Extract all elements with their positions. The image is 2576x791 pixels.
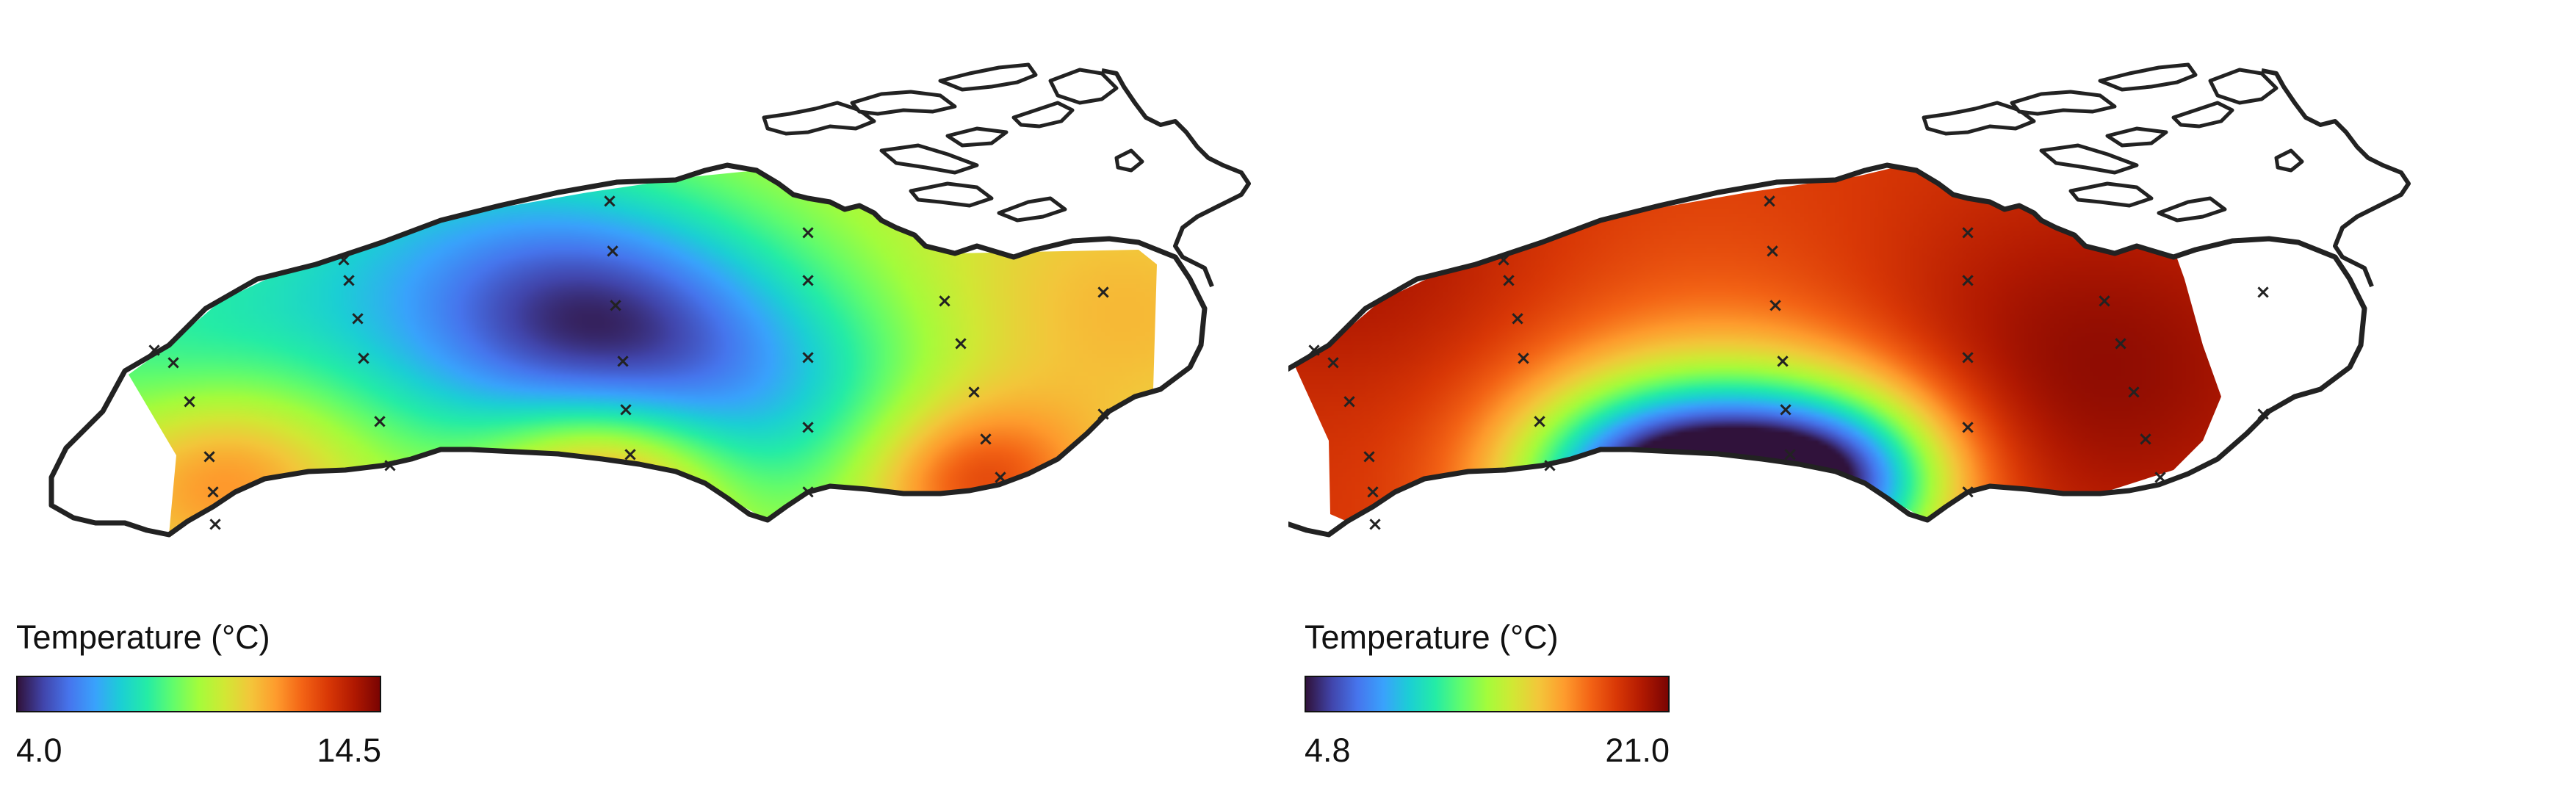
island-outline [997,196,1067,223]
island-outline [850,90,957,116]
station-marker[interactable]: × [146,339,162,361]
station-marker[interactable]: × [618,399,634,421]
island-outline [2039,143,2139,175]
island-outline [762,101,876,136]
station-marker[interactable]: × [1764,240,1781,262]
station-marker[interactable]: × [966,381,982,403]
station-marker[interactable]: × [205,481,221,503]
northeast-shoreline [1101,68,1251,288]
station-marker[interactable]: × [1509,308,1526,330]
island-outline [2105,126,2168,148]
lake-shoreline [1288,162,2367,538]
station-marker[interactable]: × [2126,381,2142,403]
station-marker[interactable]: × [953,333,969,355]
station-marker[interactable]: × [800,481,816,503]
station-marker[interactable]: × [2152,466,2168,488]
station-marker[interactable]: × [1501,270,1517,292]
station-marker[interactable]: × [1341,391,1357,413]
station-marker[interactable]: × [207,513,223,535]
island-outline [2171,101,2234,129]
station-marker[interactable]: × [1960,222,1976,244]
station-marker[interactable]: × [602,190,618,212]
lake-shoreline [48,162,1208,538]
station-marker[interactable]: × [937,290,953,312]
station-marker[interactable]: × [1767,295,1783,317]
station-marker[interactable]: × [382,455,398,477]
station-marker[interactable]: × [1542,455,1558,477]
colorbar [16,676,381,712]
station-marker[interactable]: × [607,295,624,317]
station-marker[interactable]: × [605,240,621,262]
island-outline [2157,196,2227,223]
station-marker[interactable]: × [1778,399,1794,421]
station-marker[interactable]: × [1531,411,1548,433]
station-marker[interactable]: × [350,308,366,330]
station-marker[interactable]: × [1496,249,1512,271]
station-marker[interactable]: × [1782,444,1798,466]
station-marker[interactable]: × [800,222,816,244]
island-outline [2208,68,2279,105]
station-marker[interactable]: × [1775,350,1791,372]
station-marker[interactable]: × [1095,403,1111,425]
colorbar-max-label: 21.0 [1605,732,1670,769]
station-marker[interactable]: × [800,347,816,369]
map-panel-left: × × × × × × × × × × × × × × × × × × × × × × × × × × × × × × Temperatu… [0,0,1288,769]
station-marker[interactable]: × [2255,403,2271,425]
station-marker[interactable]: × [800,416,816,438]
island-outline [938,62,1038,92]
legend-title: Temperature (°C) [1305,618,1559,656]
colorbar-min-label: 4.0 [16,732,62,769]
station-marker[interactable]: × [2137,428,2154,450]
station-marker[interactable]: × [201,446,217,468]
station-marker[interactable]: × [1367,513,1383,535]
station-marker[interactable]: × [1960,270,1976,292]
island-outline [1922,101,2036,136]
island-outline [945,126,1009,148]
station-marker[interactable]: × [2113,333,2129,355]
station-marker[interactable]: × [622,444,638,466]
station-marker[interactable]: × [341,270,357,292]
northeast-shoreline [2261,68,2411,288]
island-outline [879,143,979,175]
station-marker[interactable]: × [1960,481,1976,503]
lake-map-right[interactable]: ×××××××××××××××××××××××××××××× [1288,0,2576,602]
island-outline [1048,68,1119,105]
station-marker[interactable]: × [615,350,631,372]
island-outline [1011,101,1075,129]
station-marker[interactable]: × [1960,416,1976,438]
station-marker[interactable]: × [372,411,388,433]
station-marker[interactable]: × [800,270,816,292]
island-outline [2098,62,2198,92]
map-layer: ×××××××××××××××××××××××××××××× [48,62,1251,538]
station-marker[interactable]: × [165,352,181,374]
colorbar-max-label: 14.5 [317,732,381,769]
station-marker[interactable]: × [1095,281,1111,303]
island-outline [1114,148,1144,173]
station-marker[interactable]: × [1761,190,1778,212]
station-marker[interactable]: × [1365,481,1381,503]
station-marker[interactable]: × [181,391,198,413]
station-marker[interactable]: × [356,347,372,369]
island-outline [2068,181,2154,208]
station-marker[interactable]: × [1306,339,1322,361]
station-marker[interactable]: × [1960,347,1976,369]
map-panel-right: × × × × × × × × × × × × × × × × × × × × × × × × × × × × × × Temperatu… [1288,0,2576,791]
station-marker[interactable]: × [1325,352,1341,374]
station-marker[interactable]: × [992,466,1009,488]
island-outline [2274,148,2304,173]
station-marker[interactable]: × [1361,446,1377,468]
island-outline [909,181,994,208]
lake-map-left[interactable]: ×××××××××××××××××××××××××××××× [0,0,1288,602]
colorbar-min-label: 4.8 [1305,732,1351,769]
island-outline [2010,90,2117,116]
colorbar [1305,676,1670,712]
station-marker[interactable]: × [336,249,352,271]
station-marker[interactable]: × [2096,290,2113,312]
map-layer: ×××××××××××××××××××××××××××××× [1288,62,2411,538]
station-marker[interactable]: × [1515,347,1531,369]
station-marker[interactable]: × [978,428,994,450]
station-marker[interactable]: × [2255,281,2271,303]
legend-title: Temperature (°C) [16,618,270,656]
